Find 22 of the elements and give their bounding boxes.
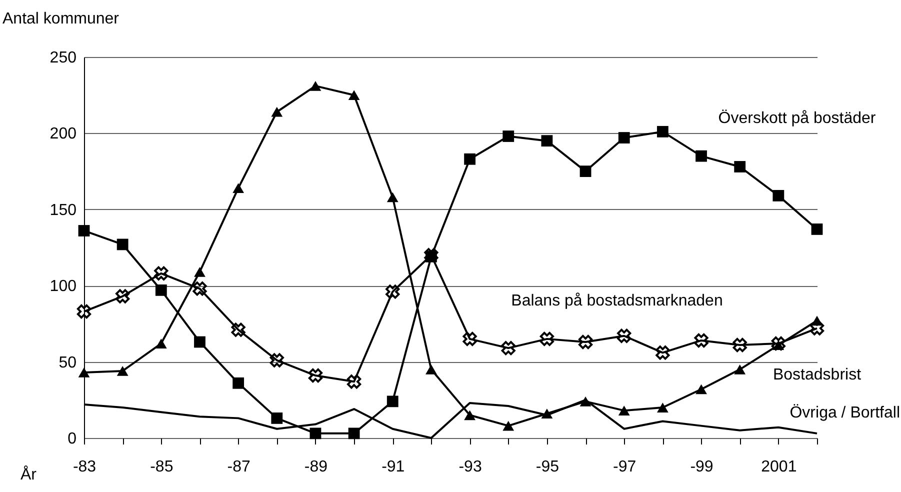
x-tick-label: -85 — [150, 458, 174, 476]
series-label: Överskott på bostäder — [718, 109, 876, 128]
y-tick-label: 250 — [50, 50, 77, 66]
x-tick-label: 2001 — [761, 458, 797, 476]
x-tick-label: -89 — [304, 458, 328, 476]
y-tick-label: 200 — [50, 126, 77, 143]
y-tick-label: 150 — [50, 202, 77, 219]
x-tick-label: -93 — [458, 458, 482, 476]
y-tick-label: 0 — [68, 430, 77, 448]
x-tick-label: -91 — [382, 458, 405, 476]
x-axis-title: År — [20, 466, 38, 484]
x-tick-label: -97 — [613, 458, 636, 476]
series-label: Balans på bostadsmarknaden — [511, 292, 723, 310]
y-axis-title: Antal kommuner — [2, 10, 120, 28]
series-label: Övriga / Bortfall — [790, 403, 900, 422]
y-tick-label: 100 — [50, 278, 77, 296]
x-tick-label: -95 — [536, 458, 560, 476]
series-label: Bostadsbrist — [772, 366, 862, 384]
x-tick-label: -87 — [227, 458, 250, 476]
x-tick-label: -83 — [72, 458, 96, 476]
y-tick-label: 50 — [58, 354, 77, 372]
x-tick-label: -99 — [690, 458, 714, 476]
